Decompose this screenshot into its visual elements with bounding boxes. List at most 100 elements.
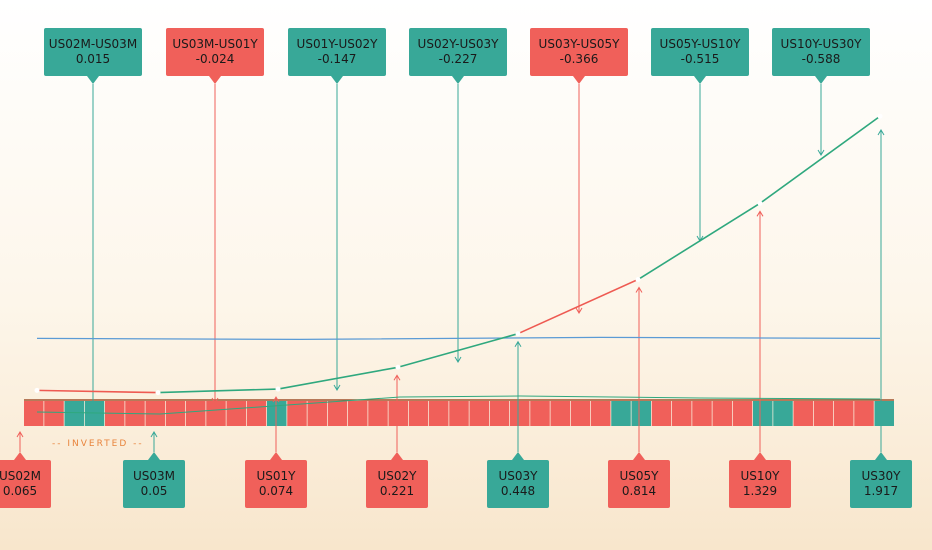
tile: [651, 401, 672, 426]
spread-arrow: [575, 307, 583, 314]
label-text: 0.05: [141, 484, 168, 498]
yield-arrow: [756, 210, 764, 217]
tile: [388, 401, 408, 426]
tile: [206, 401, 226, 426]
tile: [449, 401, 469, 426]
yield-arrow: [16, 431, 24, 438]
yield-arrow: [514, 340, 522, 347]
label-text: US03Y: [499, 469, 539, 483]
label-box: [487, 460, 549, 508]
curve-point: [155, 390, 161, 396]
curve-segment: [157, 388, 279, 394]
inverted-label: -- INVERTED --: [52, 439, 144, 449]
tile: [327, 401, 348, 426]
tile: [854, 401, 874, 426]
yield-arrow: [393, 374, 401, 381]
spread-arrow: [89, 406, 97, 413]
label-text: US05Y: [620, 469, 660, 483]
label-text: 0.074: [259, 484, 293, 498]
label-text: 1.917: [864, 484, 898, 498]
spread-label: US03Y-US05Y-0.366: [530, 28, 628, 84]
label-text: US10Y: [741, 469, 781, 483]
tile: [692, 401, 712, 426]
label-text: US30Y: [862, 469, 902, 483]
label-pointer: [694, 76, 706, 84]
tile: [712, 401, 732, 426]
label-box: [651, 28, 749, 76]
label-box: [409, 28, 507, 76]
curve-segment: [637, 202, 761, 281]
yield-arrow: [150, 431, 158, 438]
spread-arrow: [333, 384, 341, 391]
curve-point: [757, 200, 763, 206]
label-box: [166, 28, 264, 76]
yield-arrow: [272, 396, 280, 403]
label-box: [850, 460, 912, 508]
label-pointer: [209, 76, 221, 84]
spread-label: US01Y-US02Y-0.147: [288, 28, 386, 84]
tile: [186, 401, 206, 426]
tile: [489, 401, 510, 426]
tile: [348, 401, 368, 426]
label-text: US03Y-US05Y: [539, 37, 621, 51]
label-pointer: [875, 452, 887, 460]
curve-point: [515, 331, 521, 337]
tile: [732, 401, 753, 426]
tile: [530, 401, 550, 426]
label-pointer: [633, 452, 645, 460]
label-text: US02M-US03M: [49, 37, 137, 51]
spread-arrow: [211, 397, 219, 404]
label-pointer: [573, 76, 585, 84]
label-box: [123, 460, 185, 508]
label-pointer: [754, 452, 766, 460]
label-box: [0, 460, 51, 508]
curve-point: [275, 386, 281, 392]
tile-strip: [24, 399, 894, 426]
tile: [611, 401, 631, 426]
tile: [631, 401, 651, 426]
tile: [510, 401, 530, 426]
label-text: -0.366: [560, 52, 599, 66]
spread-arrow: [817, 149, 825, 156]
label-text: -0.227: [439, 52, 478, 66]
label-pointer: [391, 452, 403, 460]
label-text: -0.024: [196, 52, 235, 66]
tile: [813, 401, 834, 426]
spread-arrow: [454, 356, 462, 363]
spread-label: US02Y-US03Y-0.227: [409, 28, 507, 84]
tile: [570, 401, 591, 426]
curve-point: [877, 113, 883, 119]
tile: [591, 401, 611, 426]
label-pointer: [512, 452, 524, 460]
tile: [753, 401, 773, 426]
tile: [429, 401, 449, 426]
spread-label: US05Y-US10Y-0.515: [651, 28, 749, 84]
tile: [246, 401, 267, 426]
label-pointer: [14, 452, 26, 460]
tile: [307, 401, 327, 426]
label-text: -0.588: [802, 52, 841, 66]
label-text: US03M-US01Y: [172, 37, 258, 51]
label-pointer: [331, 76, 343, 84]
label-box: [530, 28, 628, 76]
label-text: US03M: [133, 469, 175, 483]
label-box: [608, 460, 670, 508]
label-box: [288, 28, 386, 76]
label-text: 1.329: [743, 484, 777, 498]
label-box: [366, 460, 428, 508]
tile: [165, 401, 186, 426]
tile: [469, 401, 489, 426]
curve-point: [635, 277, 641, 283]
label-text: US01Y: [257, 469, 297, 483]
label-text: 0.015: [76, 52, 110, 66]
label-text: 0.814: [622, 484, 656, 498]
curve-point: [395, 364, 401, 370]
